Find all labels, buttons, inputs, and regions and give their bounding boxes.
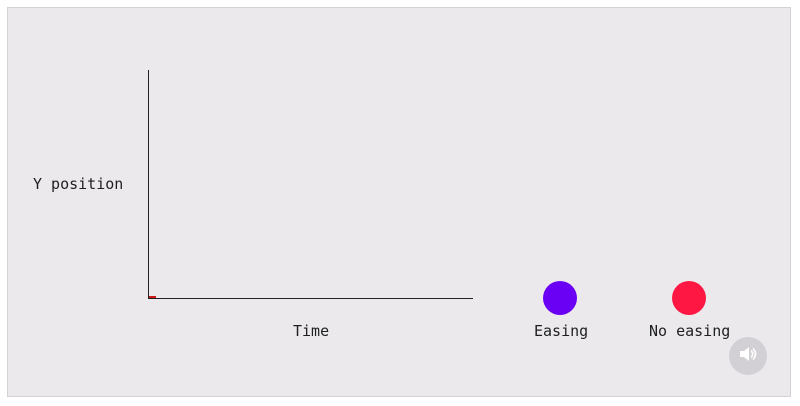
x-axis-label: Time bbox=[293, 322, 330, 340]
animation-demo-frame bbox=[7, 7, 791, 397]
speaker-icon bbox=[737, 343, 759, 370]
y-axis bbox=[148, 70, 149, 299]
sound-toggle-button[interactable] bbox=[729, 337, 767, 375]
easing-ball bbox=[543, 281, 577, 315]
x-axis bbox=[148, 298, 473, 299]
y-axis-label: Y position bbox=[33, 175, 124, 193]
motion-trace bbox=[149, 296, 156, 298]
no-easing-ball bbox=[672, 281, 706, 315]
no-easing-label: No easing bbox=[649, 322, 731, 340]
easing-label: Easing bbox=[534, 322, 589, 340]
